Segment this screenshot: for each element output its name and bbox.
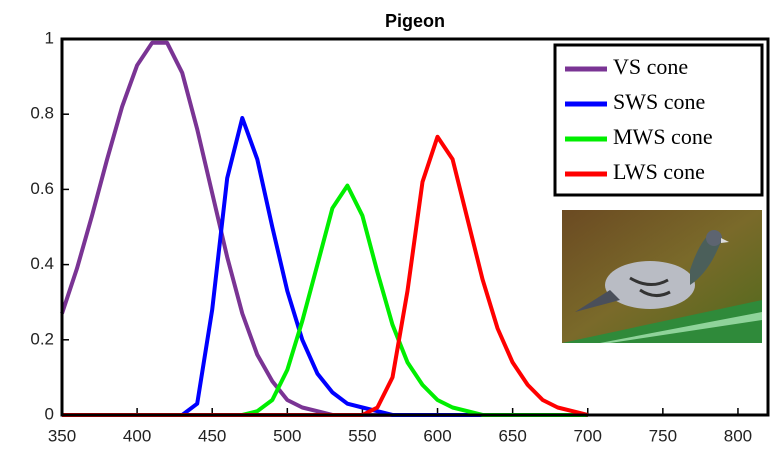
x-tick-label: 750 xyxy=(649,426,677,445)
plot-frame xyxy=(60,37,770,417)
x-tick-label: 600 xyxy=(423,426,451,445)
x-tick-label: 700 xyxy=(574,426,602,445)
legend-label: MWS cone xyxy=(613,124,713,149)
x-tick-label: 650 xyxy=(498,426,526,445)
x-tick-label: 350 xyxy=(48,426,76,445)
y-tick-label: 0.4 xyxy=(30,254,54,273)
y-tick-label: 0.2 xyxy=(30,329,54,348)
x-tick-label: 400 xyxy=(123,426,151,445)
y-tick-label: 0.8 xyxy=(30,104,54,123)
legend: VS cone SWS cone MWS cone LWS cone xyxy=(553,43,764,197)
x-tick-label: 500 xyxy=(273,426,301,445)
legend-label: LWS cone xyxy=(613,159,705,184)
series-line xyxy=(62,134,589,417)
legend-label: VS cone xyxy=(613,54,688,79)
pigeon-photo xyxy=(562,210,762,343)
series-line xyxy=(62,116,588,417)
y-tick-label: 0.6 xyxy=(30,179,54,198)
y-tick-label: 1 xyxy=(45,28,54,47)
x-tick-label: 800 xyxy=(724,426,752,445)
y-tick-label: 0 xyxy=(45,404,54,423)
x-tick-label: 450 xyxy=(198,426,226,445)
legend-label: SWS cone xyxy=(613,89,705,114)
x-tick-label: 550 xyxy=(348,426,376,445)
chart-title: Pigeon xyxy=(385,11,445,31)
plot-area: 0 0.2 0.4 0.6 0.8 1 350 400 450 500 550 600 650 700 75… xyxy=(30,28,770,445)
